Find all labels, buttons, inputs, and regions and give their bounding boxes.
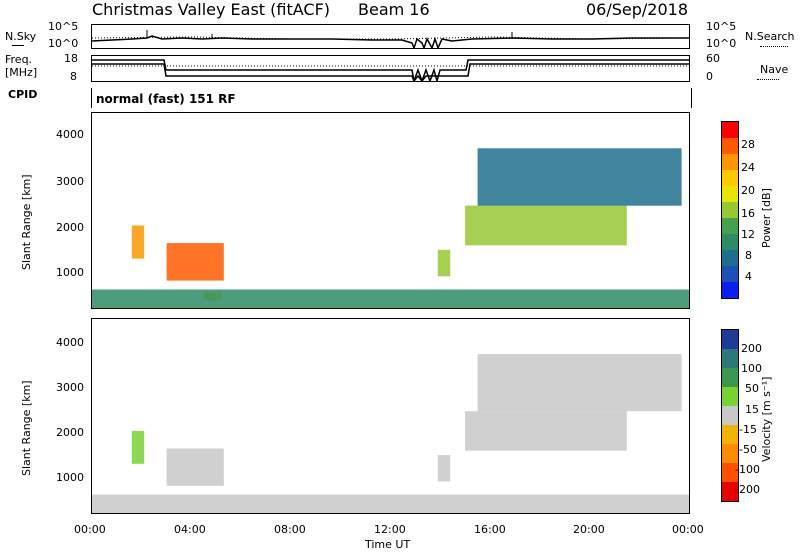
scatter-region [92,494,689,513]
nsky-trace [92,30,689,48]
velocity-panel [91,318,690,514]
velocity-colorbar-cell [722,349,738,368]
freq-left-tick-bottom: 8 [70,70,77,83]
velocity-colorbar-cell [722,406,738,425]
nsearch-label: N.Search [745,30,795,43]
velocity-colorbar-label: Velocity [m s⁻¹] [760,376,773,462]
scatter-region [166,243,224,281]
power-colorbar-cell [722,186,738,202]
power-cb-tick: 8 [745,249,752,262]
power-colorbar-cell [722,266,738,282]
velocity-colorbar-cell [722,330,738,349]
velocity-cb-tick: -50 [739,443,757,456]
power-cb-tick: 4 [745,270,752,283]
cpid-label: CPID [8,88,38,101]
nsky-right-tick-top: 10^5 [706,20,737,33]
time-tick: 12:00 [374,523,406,536]
power-ytick-3000: 3000 [56,175,84,188]
nsky-left-tick-top: 10^5 [48,20,79,33]
scatter-region [131,430,145,464]
power-cb-tick: 12 [741,228,755,241]
nave-label: Nave [760,63,789,76]
velocity-colorbar-cell [722,463,738,482]
time-tick: 04:00 [174,523,206,536]
power-colorbar-label: Power [dB] [760,188,773,248]
velocity-colorbar-cell [722,482,738,501]
scatter-region [437,249,451,277]
power-ytick-2000: 2000 [56,221,84,234]
power-ylabel: Slant Range [km] [20,174,33,270]
freq-panel [91,55,690,82]
freq-trace [92,59,689,81]
nave-legend-line [757,79,779,80]
power-panel [91,112,690,309]
power-cb-tick: 24 [741,161,755,174]
velocity-cb-tick: 15 [745,403,759,416]
velocity-ytick-4000: 4000 [56,336,84,349]
freq-label: Freq. [5,53,33,66]
time-tick: 16:00 [474,523,506,536]
scatter-region [477,354,682,412]
power-colorbar-cell [722,202,738,218]
scatter-region [131,225,145,259]
velocity-colorbar-cell [722,425,738,444]
velocity-colorbar [721,329,739,502]
power-colorbar-cell [722,138,738,154]
power-ytick-4000: 4000 [56,128,84,141]
time-tick: 20:00 [573,523,605,536]
velocity-cb-tick: 100 [741,362,762,375]
power-colorbar-cell [722,170,738,186]
cpid-panel [91,88,692,108]
velocity-ylabel: Slant Range [km] [20,380,33,476]
velocity-cb-tick: -200 [735,483,760,496]
scatter-region [92,289,689,308]
power-ytick-1000: 1000 [56,266,84,279]
velocity-colorbar-cell [722,368,738,387]
nsky-label: N.Sky [5,30,37,43]
date-label: 06/Sep/2018 [586,0,689,19]
velocity-ytick-2000: 2000 [56,426,84,439]
nsearch-legend-line [760,46,788,47]
velocity-colorbar-cell [722,444,738,463]
velocity-cb-tick: 50 [745,382,759,395]
power-colorbar-cell [722,122,738,138]
power-colorbar-cell [722,218,738,234]
power-colorbar-cell [722,250,738,266]
velocity-heatmap [92,354,689,513]
time-axis-title: Time UT [365,538,411,551]
velocity-cb-tick: 200 [741,342,762,355]
scatter-region [465,411,627,451]
power-colorbar-cell [722,282,738,298]
velocity-ytick-1000: 1000 [56,471,84,484]
velocity-cb-tick: -15 [739,423,757,436]
power-colorbar-cell [722,154,738,170]
time-tick: 08:00 [274,523,306,536]
nave-tick-top: 60 [706,52,720,65]
nsky-legend-line [12,45,24,46]
velocity-colorbar-cell [722,387,738,406]
beam-label: Beam 16 [358,0,430,19]
nsky-panel [91,24,690,49]
station-title: Christmas Valley East (fitACF) [92,0,331,19]
time-tick: 00:00 [74,523,106,536]
power-heatmap [92,148,689,308]
freq-unit-label: [MHz] [5,66,38,79]
scatter-region [465,205,627,246]
power-colorbar-cell [722,234,738,250]
scatter-region [437,455,451,482]
nave-tick-bottom: 0 [706,70,713,83]
time-tick: 00:00 [672,523,704,536]
nsky-right-tick-bottom: 10^0 [706,37,737,50]
scatter-region [166,448,224,486]
scatter-region [477,148,682,206]
cpid-value: normal (fast) 151 RF [96,92,236,106]
velocity-ytick-3000: 3000 [56,381,84,394]
power-cb-tick: 20 [741,184,755,197]
power-cb-tick: 16 [741,207,755,220]
nsky-left-tick-bottom: 10^0 [48,37,79,50]
velocity-cb-tick: -100 [735,463,760,476]
power-colorbar [721,121,739,299]
freq-left-tick-top: 18 [64,52,78,65]
power-cb-tick: 28 [741,138,755,151]
